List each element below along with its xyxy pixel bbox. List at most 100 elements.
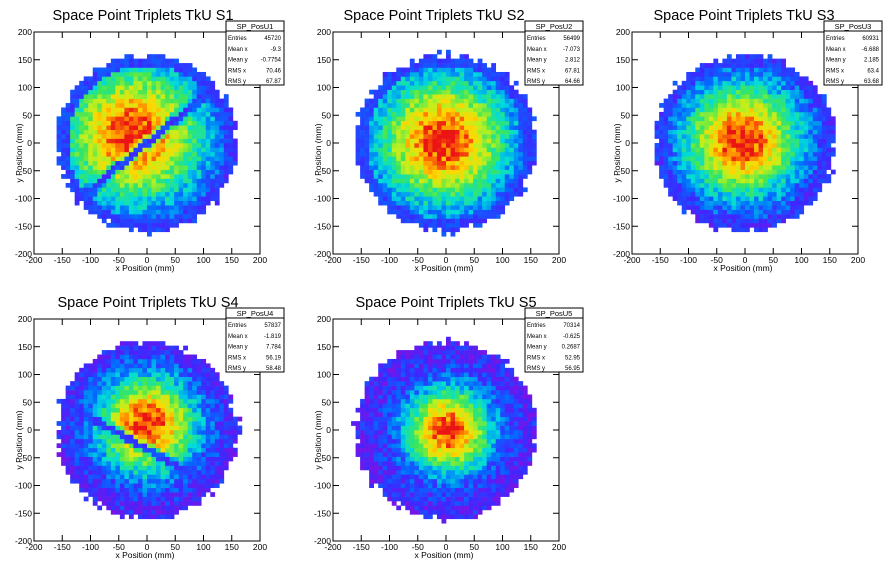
heatmap-cell — [151, 71, 157, 77]
heatmap-cell — [110, 214, 116, 219]
heatmap-cell — [92, 412, 98, 417]
heatmap-cell — [183, 381, 188, 386]
heatmap-cell — [441, 143, 447, 148]
heatmap-cell — [767, 94, 773, 99]
heatmap-cell — [160, 205, 166, 210]
heatmap-cell — [686, 107, 692, 113]
heatmap-cell — [482, 200, 487, 206]
heatmap-cell — [455, 94, 460, 99]
heatmap-cell — [446, 63, 451, 68]
heatmap-cell — [183, 103, 188, 108]
heatmap-cell — [427, 151, 433, 157]
heatmap-cell — [156, 469, 161, 475]
heatmap-cell — [178, 461, 184, 466]
heatmap-cell — [183, 98, 188, 104]
heatmap-cell — [124, 461, 130, 466]
heatmap-cell — [432, 143, 438, 148]
heatmap-cell — [450, 160, 456, 166]
heatmap-cell — [205, 111, 211, 117]
heatmap-cell — [142, 182, 148, 188]
heatmap-cell — [210, 134, 216, 139]
heatmap-cell — [405, 111, 411, 117]
heatmap-cell — [432, 107, 438, 113]
heatmap-cell — [763, 218, 768, 224]
heatmap-cell — [178, 196, 184, 202]
heatmap-cell — [369, 125, 374, 130]
heatmap-cell — [690, 103, 696, 108]
heatmap-cell — [436, 169, 442, 175]
heatmap-cell — [663, 116, 669, 122]
heatmap-cell — [101, 350, 107, 355]
heatmap-cell — [364, 174, 370, 179]
heatmap-cell — [473, 129, 478, 135]
heatmap-cell — [178, 505, 184, 511]
heatmap-cell — [178, 147, 184, 153]
heatmap-cell — [387, 156, 393, 162]
heatmap-cell — [803, 200, 809, 206]
heatmap-cell — [681, 174, 687, 179]
heatmap-cell — [156, 129, 161, 135]
heatmap-cell — [128, 430, 134, 435]
heatmap-cell — [704, 191, 710, 197]
heatmap-cell — [74, 425, 80, 431]
heatmap-cell — [491, 156, 497, 162]
heatmap-cell — [97, 98, 103, 104]
heatmap-cell — [803, 111, 809, 117]
heatmap-cell — [695, 129, 701, 135]
heatmap-cell — [704, 178, 710, 184]
heatmap-cell — [133, 151, 139, 157]
heatmap-cell — [83, 107, 89, 113]
stats-box-frame — [524, 20, 584, 86]
heatmap-cell — [731, 138, 737, 144]
heatmap-cell — [418, 151, 424, 157]
heatmap-cell — [396, 67, 402, 73]
heatmap-cell — [128, 125, 134, 130]
heatmap-cell — [749, 120, 755, 126]
heatmap-cell — [717, 116, 723, 122]
heatmap-cell — [812, 85, 818, 91]
heatmap-cell — [776, 89, 782, 95]
heatmap-cell — [101, 354, 107, 360]
heatmap-cell — [387, 103, 393, 108]
heatmap-cell — [56, 120, 62, 126]
heatmap-cell — [156, 505, 161, 511]
heatmap-cell — [432, 165, 438, 170]
heatmap-cell — [391, 174, 397, 179]
heatmap-cell — [495, 200, 501, 206]
heatmap-cell — [201, 76, 207, 82]
heatmap-cell — [785, 116, 791, 122]
heatmap-cell — [65, 438, 71, 444]
heatmap-cell — [106, 107, 112, 113]
heatmap-cell — [160, 138, 166, 144]
heatmap-cell — [133, 469, 139, 475]
heatmap-cell — [106, 143, 112, 148]
y-tick-label: 50 — [322, 110, 332, 120]
heatmap-cell — [147, 205, 152, 210]
heatmap-cell — [482, 191, 487, 197]
heatmap-cell — [119, 505, 125, 511]
heatmap-cell — [726, 120, 732, 126]
heatmap-cell — [101, 178, 107, 184]
heatmap-cell — [79, 191, 85, 197]
heatmap-cell — [803, 125, 809, 130]
heatmap-cell — [418, 165, 424, 170]
heatmap-cell — [418, 218, 424, 224]
chart-panel-4: Space Point Triplets TkU S4-200 -150 -100-… — [14, 295, 285, 560]
heatmap-cell — [106, 156, 112, 162]
heatmap-cell — [391, 111, 397, 117]
heatmap-cell — [785, 156, 791, 162]
heatmap-cell — [418, 214, 424, 219]
heatmap-cell — [110, 430, 116, 435]
heatmap-cell — [500, 205, 506, 210]
heatmap-cell — [160, 452, 166, 457]
heatmap-cell — [147, 196, 152, 202]
heatmap-cell — [758, 103, 764, 108]
heatmap-cell — [423, 191, 429, 197]
heatmap-cell — [115, 134, 121, 139]
heatmap-cell — [387, 107, 393, 113]
heatmap-cell — [79, 196, 85, 202]
heatmap-cell — [65, 390, 71, 395]
x-tick-label: -200 — [324, 255, 341, 265]
heatmap-cell — [110, 187, 116, 193]
heatmap-cell — [156, 71, 161, 77]
